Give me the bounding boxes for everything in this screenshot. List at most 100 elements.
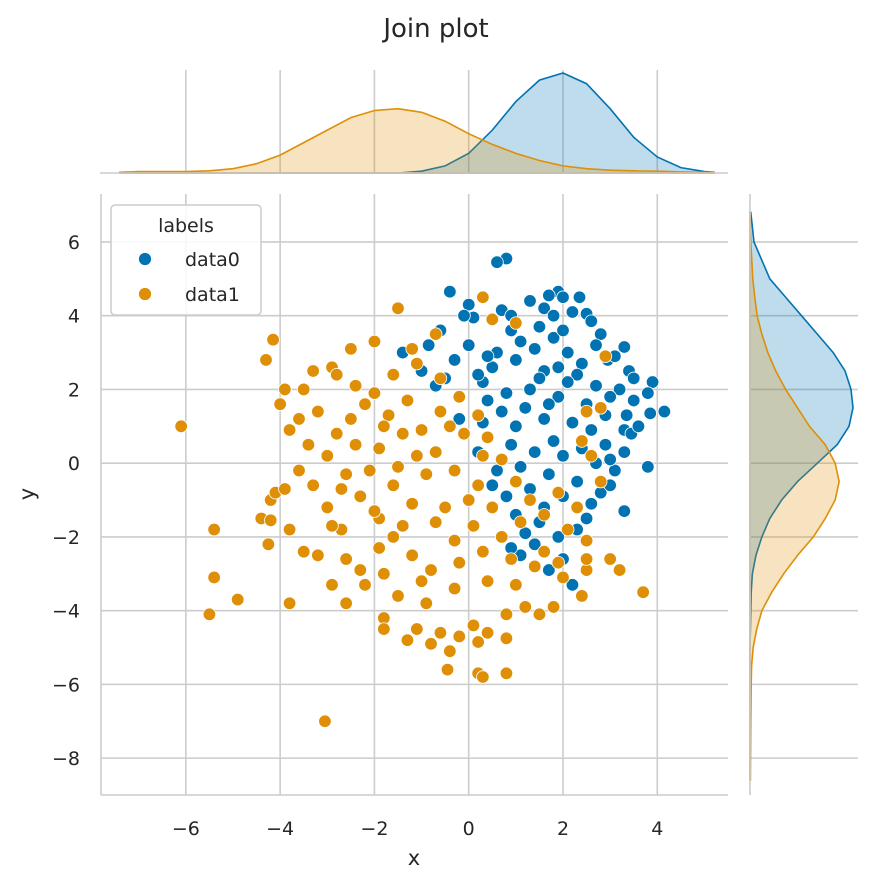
scatter-point-data1: [438, 500, 452, 515]
scatter-point-data1: [325, 519, 339, 533]
scatter-point-data1: [273, 397, 287, 411]
scatter-point-data0: [452, 412, 466, 426]
scatter-point-data0: [645, 375, 660, 389]
scatter-point-data1: [424, 637, 438, 651]
marginal-x-axes: [100, 70, 728, 174]
y-tick-label: 2: [68, 379, 80, 401]
legend-title: labels: [158, 215, 214, 237]
scatter-point-data0: [499, 386, 514, 400]
scatter-point-data1: [471, 478, 485, 492]
scatter-point-data1: [603, 552, 617, 566]
scatter-point-data0: [617, 340, 631, 354]
scatter-point-data1: [410, 622, 424, 636]
scatter-point-data0: [570, 474, 584, 489]
scatter-point-data0: [509, 353, 523, 367]
scatter-point-data1: [414, 423, 429, 437]
scatter-point-data1: [419, 596, 433, 610]
scatter-point-data0: [537, 412, 551, 426]
scatter-point-data0: [509, 419, 523, 433]
scatter-point-data1: [301, 438, 316, 452]
scatter-point-data1: [476, 670, 490, 684]
y-tick-label: −2: [52, 527, 80, 549]
chart-title: Join plot: [381, 14, 488, 44]
scatter-point-data1: [466, 519, 481, 533]
x-tick-label: −4: [266, 818, 294, 840]
y-tick-label: −4: [52, 601, 80, 623]
scatter-point-data1: [344, 412, 358, 426]
x-tick-label: −2: [360, 818, 388, 840]
scatter-point-data1: [202, 607, 217, 622]
scatter-point-data1: [476, 290, 490, 304]
scatter-point-data1: [537, 544, 551, 559]
scatter-point-data1: [372, 441, 386, 456]
scatter-point-data1: [207, 522, 221, 537]
scatter-point-data0: [584, 423, 598, 437]
legend-marker-data1: [138, 287, 152, 301]
scatter-point-data1: [480, 574, 495, 588]
scatter-point-data0: [657, 404, 672, 419]
scatter-point-data1: [339, 552, 353, 566]
scatter-point-data1: [476, 449, 490, 463]
x-tick-label: −6: [172, 818, 200, 840]
scatter-point-data1: [344, 342, 358, 356]
scatter-point-data1: [405, 548, 419, 563]
scatter-point-data1: [579, 533, 594, 548]
scatter-point-data1: [551, 556, 565, 570]
scatter-point-data1: [523, 493, 537, 507]
y-tick-label: −8: [52, 748, 80, 770]
scatter-point-data1: [495, 530, 509, 544]
scatter-point-data1: [462, 493, 476, 507]
scatter-point-data1: [447, 463, 462, 478]
scatter-point-data1: [320, 449, 334, 463]
scatter-point-data1: [579, 404, 594, 419]
scatter-point-data0: [565, 578, 580, 592]
scatter-point-data1: [353, 563, 367, 577]
scatter-point-data0: [556, 290, 570, 304]
scatter-point-data1: [499, 666, 514, 681]
scatter-point-data1: [339, 467, 353, 481]
marginal-y-gridlines: [750, 241, 858, 759]
legend-label-data0: data0: [185, 249, 240, 271]
scatter-point-data1: [391, 301, 405, 316]
scatter-point-data1: [367, 504, 382, 518]
scatter-point-data1: [334, 482, 349, 496]
scatter-point-data0: [589, 338, 603, 352]
scatter-point-data1: [546, 600, 561, 614]
scatter-point-data0: [619, 408, 634, 422]
scatter-point-data1: [174, 419, 188, 433]
scatter-point-data1: [297, 382, 311, 397]
scatter-point-data1: [311, 404, 325, 419]
scatter-point-data1: [400, 393, 415, 408]
scatter-point-data1: [381, 408, 396, 422]
scatter-point-data1: [391, 460, 405, 474]
scatter-point-data0: [542, 563, 556, 577]
scatter-point-data1: [377, 567, 391, 581]
scatter-point-data1: [367, 334, 382, 349]
scatter-point-data1: [348, 379, 363, 393]
scatter-point-data0: [532, 320, 547, 334]
scatter-point-data0: [561, 375, 575, 389]
scatter-point-data1: [466, 618, 481, 633]
scatter-point-data0: [551, 390, 565, 404]
scatter-point-data1: [509, 474, 523, 489]
scatter-point-data1: [410, 356, 424, 371]
scatter-point-data0: [513, 334, 528, 349]
scatter-point-data0: [603, 452, 617, 467]
scatter-point-data1: [400, 633, 415, 647]
scatter-point-data1: [348, 438, 363, 452]
scatter-point-data1: [306, 364, 320, 378]
scatter-point-data1: [377, 419, 391, 433]
scatter-point-data1: [594, 474, 608, 489]
scatter-point-data0: [579, 511, 594, 526]
x-tick-label: 0: [463, 818, 475, 840]
scatter-point-data1: [419, 467, 433, 481]
scatter-point-data1: [528, 559, 542, 574]
scatter-point-data0: [570, 367, 584, 382]
legend-marker-data0: [138, 252, 152, 266]
scatter-point-data1: [447, 533, 462, 548]
marginal-y-kde-data1: [749, 212, 840, 782]
scatter-point-data1: [579, 552, 594, 566]
scatter-point-data1: [297, 544, 311, 559]
scatter-point-data1: [261, 537, 276, 551]
scatter-point-data1: [537, 508, 551, 522]
